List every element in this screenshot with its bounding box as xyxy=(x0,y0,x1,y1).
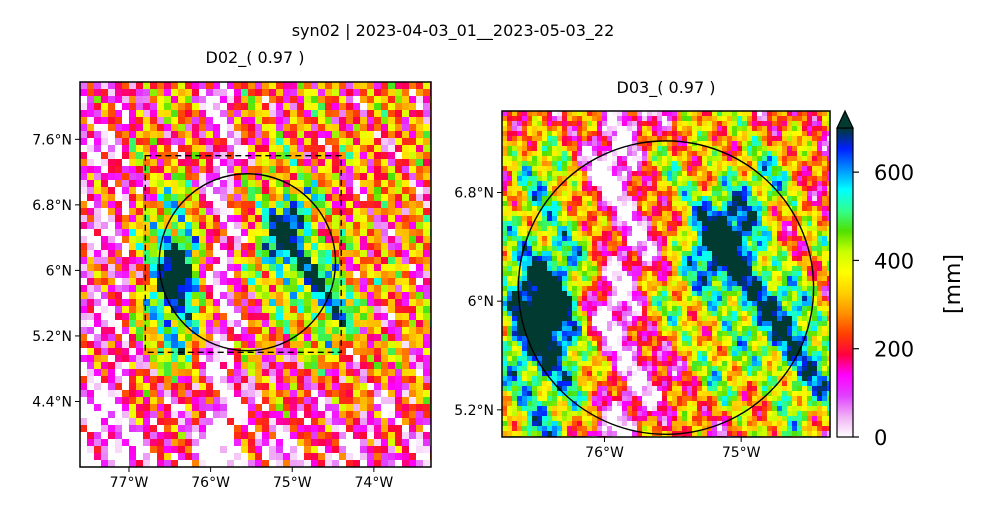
x-tick-label: 75°W xyxy=(722,445,761,461)
figure-title: syn02 | 2023-04-03_01__2023-05-03_22 xyxy=(292,21,615,41)
panel-d03-frame xyxy=(501,110,831,438)
inner-domain-box xyxy=(144,155,342,354)
y-tick-label: 6°N xyxy=(46,263,72,279)
x-tick-label: 77°W xyxy=(110,475,149,491)
colorbar-extend-arrow xyxy=(836,109,854,129)
panel-d03: D03_( 0.97 ) 76°W 75°W 6.8°N 6°N 5.2°N xyxy=(454,78,831,461)
x-tick-label: 76°W xyxy=(191,475,230,491)
colorbar: 0 200 400 600 [mm] xyxy=(836,109,966,450)
colorbar-label: [mm] xyxy=(941,254,966,314)
colorbar-gradient xyxy=(836,127,854,438)
panel-d03-title: D03_( 0.97 ) xyxy=(617,78,716,98)
precip-heatmap-d02 xyxy=(80,82,431,467)
colorbar-tick-label: 0 xyxy=(874,426,887,450)
x-ticks-d03: 76°W 75°W xyxy=(585,437,761,461)
y-tick-label: 5.2°N xyxy=(32,329,72,345)
precip-heatmap-d03 xyxy=(502,111,830,437)
y-ticks-d02: 7.6°N 6.8°N 6°N 5.2°N 4.4°N xyxy=(32,132,80,410)
colorbar-tick-label: 600 xyxy=(874,161,914,185)
x-tick-label: 76°W xyxy=(585,445,624,461)
y-tick-label: 7.6°N xyxy=(32,132,72,148)
y-tick-label: 6°N xyxy=(468,294,494,310)
focus-circle-d02 xyxy=(158,173,337,352)
panel-d02-title: D02_( 0.97 ) xyxy=(206,48,305,68)
y-ticks-d03: 6.8°N 6°N 5.2°N xyxy=(454,186,502,419)
colorbar-ticks: 0 200 400 600 xyxy=(853,161,914,450)
y-tick-label: 6.8°N xyxy=(454,186,494,202)
x-tick-label: 75°W xyxy=(273,475,312,491)
x-ticks-d02: 77°W 76°W 75°W 74°W xyxy=(110,467,394,491)
y-tick-label: 6.8°N xyxy=(32,198,72,214)
focus-circle-d03 xyxy=(517,140,815,435)
panel-d02-frame xyxy=(79,81,432,468)
colorbar-tick-label: 200 xyxy=(874,338,914,362)
panel-d02: D02_( 0.97 ) 77°W 76°W 75°W 74°W 7.6°N 6.8°N… xyxy=(32,48,432,491)
y-tick-label: 4.4°N xyxy=(32,394,72,410)
colorbar-tick-label: 400 xyxy=(874,249,914,273)
x-tick-label: 74°W xyxy=(355,475,394,491)
y-tick-label: 5.2°N xyxy=(454,403,494,419)
